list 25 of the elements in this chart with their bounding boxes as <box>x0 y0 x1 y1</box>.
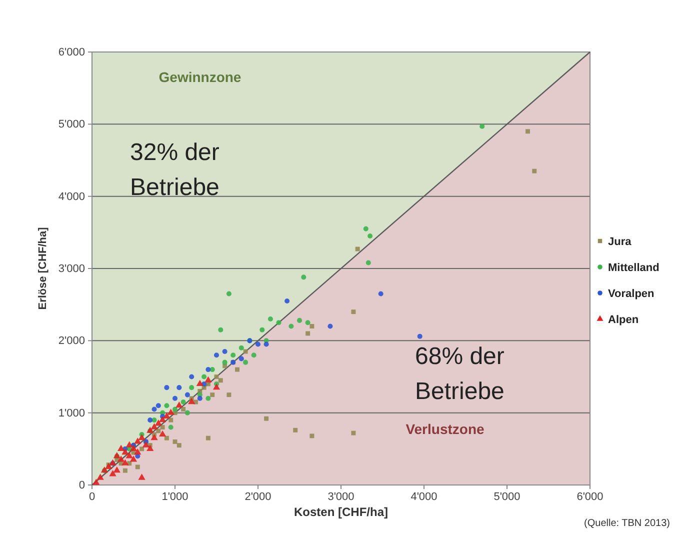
legend-label: Mittelland <box>608 262 660 274</box>
annotation: Gewinnzone <box>158 69 242 85</box>
y-tick-label: 1'000 <box>58 407 85 420</box>
text: (Quelle: TBN 2013) <box>584 518 670 529</box>
y-tick-label: 5'000 <box>58 118 85 131</box>
y-tick-label: 6'000 <box>58 46 85 59</box>
x-tick-label: 3'000 <box>328 490 354 503</box>
x-tick-label: 1'000 <box>162 490 188 503</box>
y-tick-label: 4'000 <box>58 190 85 203</box>
legend-label: Voralpen <box>608 288 655 300</box>
x-tick-label: 5'000 <box>494 490 520 503</box>
x-tick-label: 0 <box>88 490 96 503</box>
legend-label: Jura <box>608 236 632 248</box>
y-tick-label: 3'000 <box>58 263 85 276</box>
y-tick-label: 0 <box>78 480 85 492</box>
annotation: 32% der Betriebe <box>130 139 220 201</box>
annotation: 68% der Betriebe <box>415 343 504 405</box>
x-tick-label: 4'000 <box>410 490 438 503</box>
y-tick-label: 2'000 <box>58 335 85 348</box>
x-tick-label: 2'000 <box>244 490 272 503</box>
x-axis-title: Kosten [CHF/ha] <box>294 505 388 519</box>
x-tick-label: 6'000 <box>576 490 604 503</box>
y-axis-title: Erlöse [CHF/ha] <box>37 226 49 310</box>
legend-label: Alpen <box>608 314 639 326</box>
annotation: Verlustzone <box>406 421 484 437</box>
